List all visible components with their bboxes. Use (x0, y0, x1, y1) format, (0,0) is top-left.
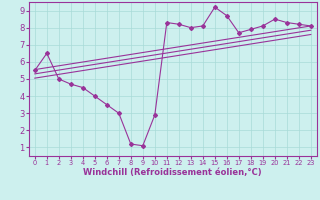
X-axis label: Windchill (Refroidissement éolien,°C): Windchill (Refroidissement éolien,°C) (84, 168, 262, 177)
